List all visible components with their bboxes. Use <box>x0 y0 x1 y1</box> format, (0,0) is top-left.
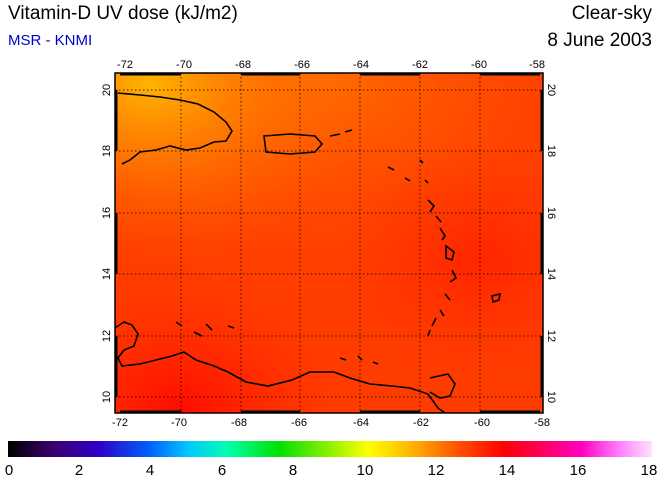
lat-axis-right: 10 12 14 16 18 20 <box>545 84 557 403</box>
lon-tick-top: -60 <box>471 59 487 71</box>
hispaniola-coast <box>117 92 233 165</box>
lat-tick-right: 20 <box>545 84 557 96</box>
lat-tick-right: 18 <box>545 145 557 157</box>
lon-tick-top: -70 <box>176 59 192 71</box>
map-frame <box>114 72 544 414</box>
colorbar-labels: 0 2 4 6 8 10 12 14 16 18 <box>5 462 658 479</box>
lat-tick-left: 10 <box>101 391 113 403</box>
lon-tick-top: -64 <box>353 59 369 71</box>
lat-tick-right: 12 <box>545 330 557 342</box>
aruba-curacao <box>175 321 235 337</box>
lon-tick-top: -62 <box>412 59 428 71</box>
lon-tick-bottom: -58 <box>534 417 550 429</box>
lon-tick-bottom: -62 <box>413 417 429 429</box>
lat-tick-left: 16 <box>101 207 113 219</box>
lon-axis-top: -72 -70 -68 -66 -64 -62 -60 -58 <box>117 59 545 71</box>
tobago <box>491 292 501 304</box>
lesser-antilles-north <box>387 159 446 241</box>
trinidad <box>429 373 456 399</box>
colorbar-label: 8 <box>289 462 297 479</box>
puerto-rico-coast <box>263 133 324 155</box>
colorbar-label: 4 <box>146 462 154 479</box>
lon-tick-bottom: -64 <box>353 417 369 429</box>
lon-tick-top: -68 <box>235 59 251 71</box>
map-date: 8 June 2003 <box>547 30 652 51</box>
lat-tick-left: 20 <box>101 84 113 96</box>
lon-tick-top: -66 <box>294 59 310 71</box>
lat-tick-left: 14 <box>101 268 113 280</box>
coastlines <box>115 92 501 413</box>
frame-tick-bars <box>114 72 544 414</box>
colorbar-label: 2 <box>75 462 83 479</box>
map-source: MSR - KNMI <box>8 32 93 49</box>
colorbar <box>8 441 652 457</box>
lon-tick-bottom: -68 <box>231 417 247 429</box>
lon-tick-top: -58 <box>529 59 545 71</box>
colorbar-label: 12 <box>428 462 445 479</box>
colorbar-label: 14 <box>499 462 516 479</box>
colorbar-label: 16 <box>570 462 587 479</box>
colorbar-label: 6 <box>218 462 226 479</box>
lat-tick-left: 18 <box>101 145 113 157</box>
lat-tick-left: 12 <box>101 330 113 342</box>
lon-axis-bottom: -72 -70 -68 -66 -64 -62 -60 -58 <box>112 417 550 429</box>
lesser-antilles-central <box>427 244 458 337</box>
map-grid <box>115 73 543 413</box>
lon-tick-bottom: -60 <box>474 417 490 429</box>
lon-tick-bottom: -66 <box>291 417 307 429</box>
lat-tick-right: 10 <box>545 391 557 403</box>
colorbar-label: 18 <box>641 462 658 479</box>
south-america-coast <box>115 321 446 413</box>
uv-dose-field <box>115 73 543 413</box>
colorbar-label: 10 <box>357 462 374 479</box>
sky-condition: Clear-sky <box>571 3 652 24</box>
lon-tick-bottom: -72 <box>112 417 128 429</box>
lon-tick-bottom: -70 <box>171 417 187 429</box>
map-title: Vitamin-D UV dose (kJ/m2) <box>8 3 238 24</box>
lat-axis-left: 10 12 14 16 18 20 <box>101 84 113 403</box>
venezuelan-islands <box>339 355 379 365</box>
lat-tick-right: 16 <box>545 207 557 219</box>
lon-tick-top: -72 <box>117 59 133 71</box>
virgin-islands <box>329 129 353 137</box>
colorbar-label: 0 <box>5 462 13 479</box>
lat-tick-right: 14 <box>545 268 557 280</box>
